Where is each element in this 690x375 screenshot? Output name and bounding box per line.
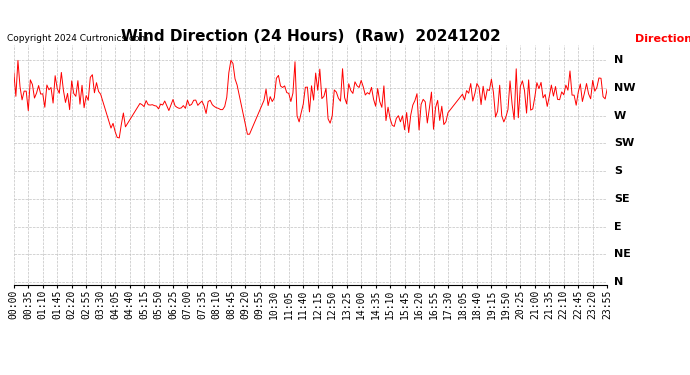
Text: Direction: Direction bbox=[635, 34, 690, 44]
Text: SE: SE bbox=[614, 194, 630, 204]
Text: SW: SW bbox=[614, 138, 634, 148]
Text: S: S bbox=[614, 166, 622, 176]
Text: NW: NW bbox=[614, 83, 635, 93]
Text: N: N bbox=[614, 277, 623, 287]
Text: Copyright 2024 Curtronics.com: Copyright 2024 Curtronics.com bbox=[7, 34, 148, 43]
Text: E: E bbox=[614, 222, 622, 231]
Text: NE: NE bbox=[614, 249, 631, 259]
Text: N: N bbox=[614, 56, 623, 65]
Title: Wind Direction (24 Hours)  (Raw)  20241202: Wind Direction (24 Hours) (Raw) 20241202 bbox=[121, 29, 500, 44]
Text: W: W bbox=[614, 111, 627, 121]
